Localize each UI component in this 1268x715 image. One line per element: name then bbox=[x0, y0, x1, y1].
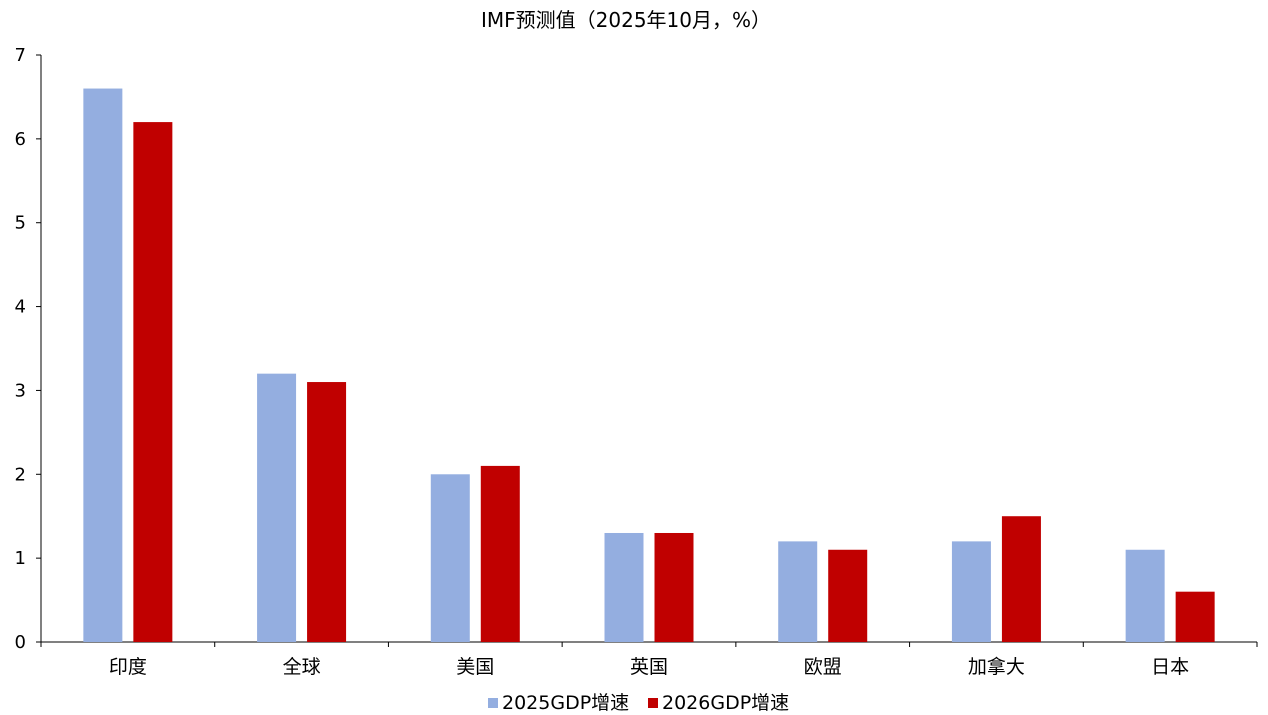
bar-1-2 bbox=[257, 373, 297, 642]
bar-2-1 bbox=[133, 122, 173, 643]
x-tick-label: 欧盟 bbox=[804, 656, 842, 678]
bar-1-4 bbox=[604, 532, 644, 642]
bar-1-3 bbox=[430, 474, 470, 642]
x-tick-label: 全球 bbox=[283, 656, 321, 678]
bar-1-7 bbox=[1125, 549, 1165, 642]
bar-2-4 bbox=[654, 532, 694, 642]
x-tick-label: 加拿大 bbox=[968, 655, 1025, 678]
axes: 0 1 2 3 4 5 6 7 印度 全球 美国 英国 欧盟 加拿大 日本 bbox=[15, 45, 1258, 678]
x-tick-label: 美国 bbox=[456, 656, 494, 678]
bars bbox=[83, 88, 1215, 643]
y-tick-label: 4 bbox=[15, 297, 26, 318]
y-tick-label: 0 bbox=[15, 632, 26, 653]
y-tick-label: 2 bbox=[15, 464, 26, 485]
x-tick-label: 印度 bbox=[109, 656, 147, 678]
y-tick-label: 5 bbox=[15, 213, 26, 234]
bar-2-3 bbox=[480, 465, 520, 642]
bar-2-6 bbox=[1001, 516, 1041, 642]
bar-2-2 bbox=[307, 382, 347, 642]
bar-1-6 bbox=[951, 541, 991, 642]
bar-2-7 bbox=[1175, 591, 1215, 642]
legend: 2025GDP增速 2026GDP增速 bbox=[488, 692, 789, 714]
y-tick-label: 1 bbox=[15, 548, 26, 569]
y-tick-label: 7 bbox=[15, 45, 26, 66]
legend-swatch bbox=[648, 698, 658, 708]
bar-1-5 bbox=[778, 541, 818, 642]
legend-label: 2026GDP增速 bbox=[662, 692, 789, 714]
x-tick-label: 日本 bbox=[1151, 656, 1189, 678]
y-tick-label: 6 bbox=[15, 129, 26, 150]
chart-title: IMF预测值（2025年10月，%） bbox=[481, 8, 771, 32]
x-tick-label: 英国 bbox=[630, 656, 668, 678]
legend-swatch bbox=[488, 698, 498, 708]
bar-1-1 bbox=[83, 88, 123, 643]
legend-label: 2025GDP增速 bbox=[502, 692, 629, 714]
y-tick-label: 3 bbox=[15, 380, 26, 401]
bar-2-5 bbox=[828, 549, 868, 642]
